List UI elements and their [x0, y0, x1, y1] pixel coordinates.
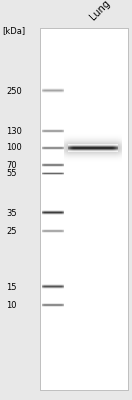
Text: 35: 35	[6, 208, 17, 218]
Text: 55: 55	[6, 170, 16, 178]
Bar	[40, 28, 128, 390]
Text: 70: 70	[6, 160, 17, 170]
Text: 130: 130	[6, 126, 22, 136]
Text: 250: 250	[6, 86, 22, 96]
Text: 15: 15	[6, 282, 16, 292]
Text: 100: 100	[6, 144, 22, 152]
Text: 10: 10	[6, 300, 16, 310]
Text: [kDa]: [kDa]	[2, 26, 25, 35]
Text: Lung: Lung	[88, 0, 112, 22]
Text: 25: 25	[6, 226, 16, 236]
